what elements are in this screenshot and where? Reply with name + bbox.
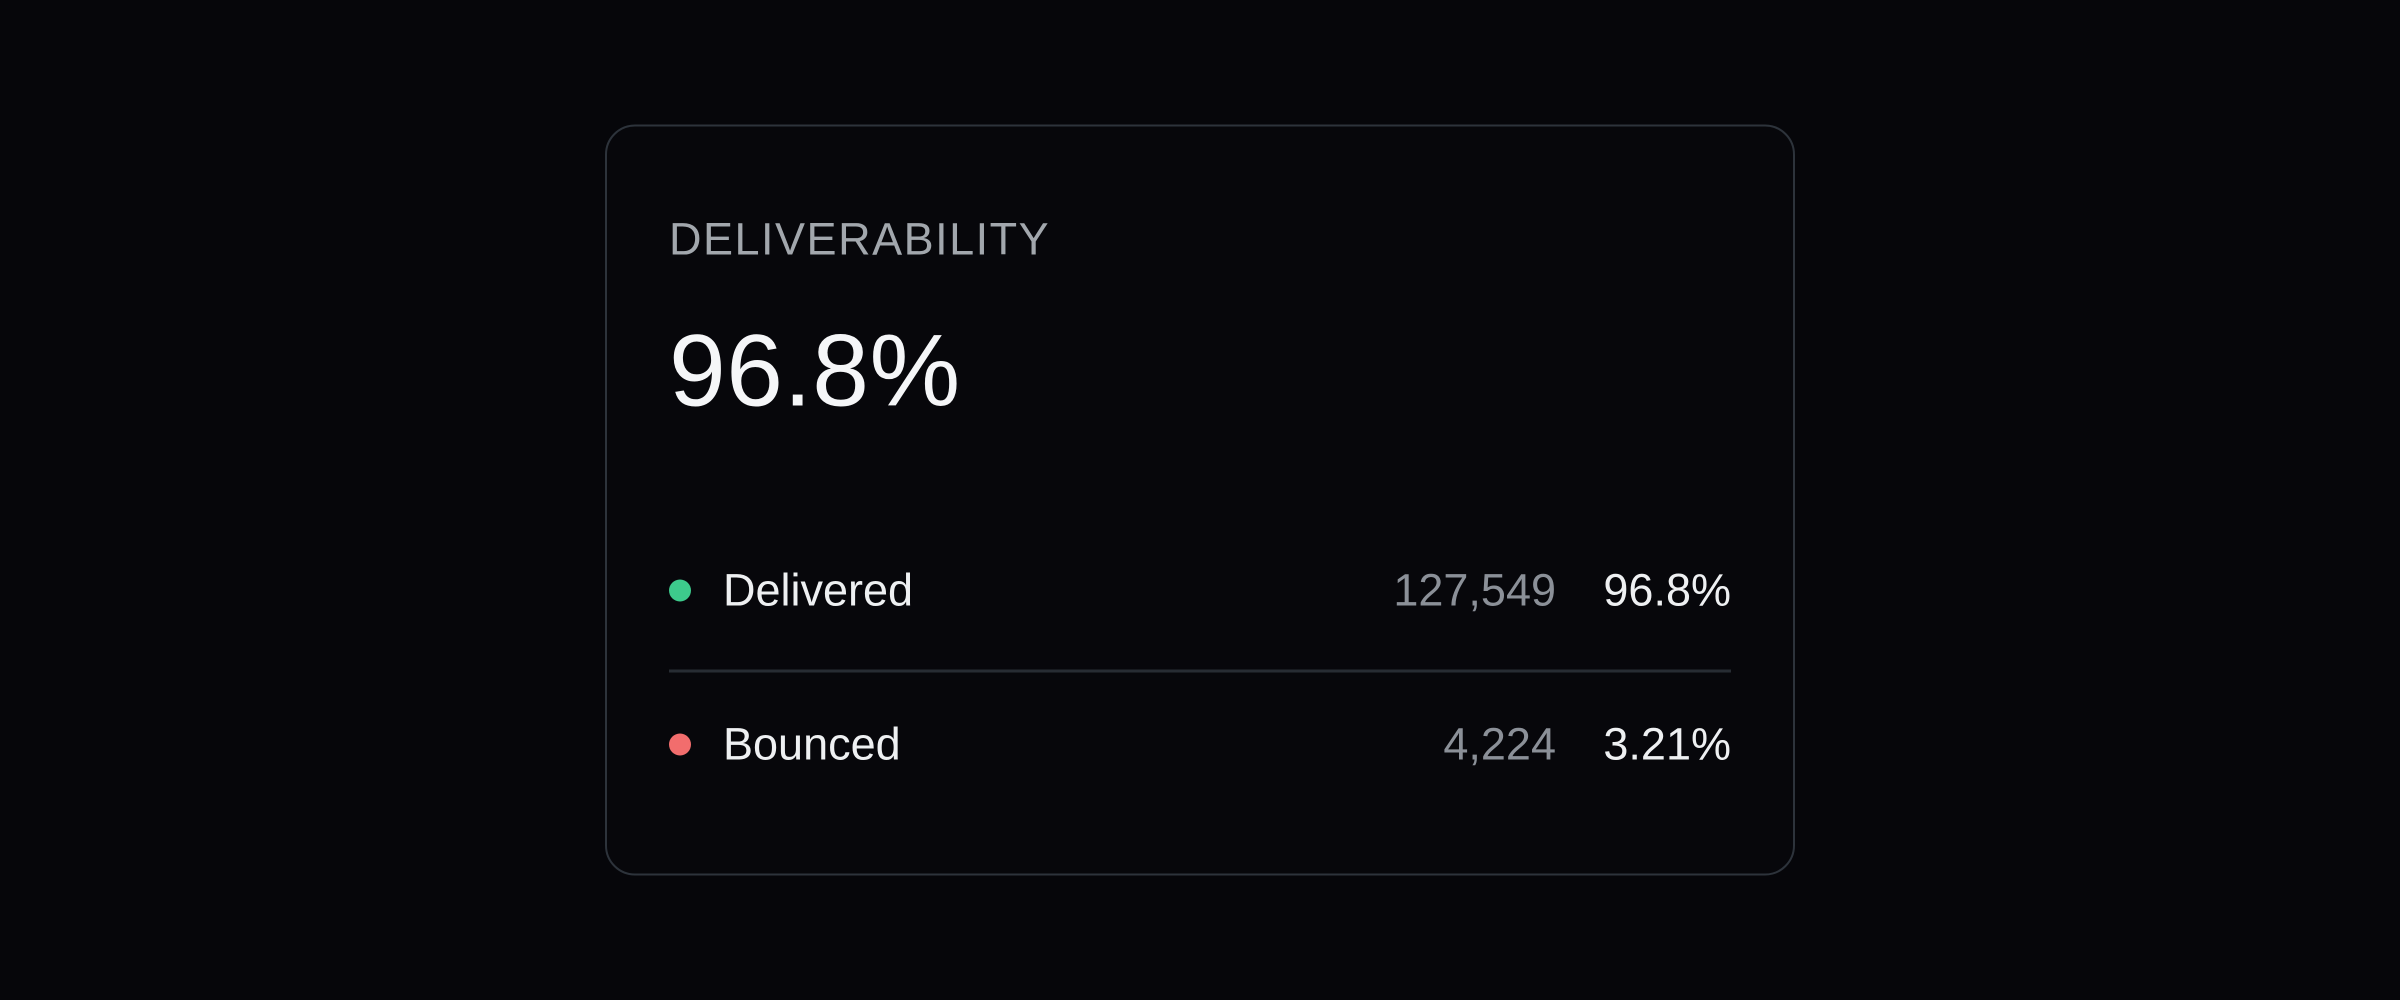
delivered-dot-icon	[669, 579, 691, 602]
row-divider	[669, 669, 1731, 673]
stat-row-bounced: Bounced 4,224 3.21%	[669, 673, 1731, 772]
row-count: 4,224	[1443, 718, 1556, 770]
row-percent: 3.21%	[1603, 718, 1731, 770]
row-count: 127,549	[1393, 564, 1556, 616]
row-percent: 96.8%	[1603, 564, 1731, 616]
stat-row-delivered: Delivered 127,549 96.8%	[669, 564, 1731, 670]
headline-value: 96.8%	[669, 313, 961, 428]
deliverability-card: DELIVERABILITY 96.8% Delivered 127,549 9…	[605, 124, 1795, 876]
card-title: DELIVERABILITY	[669, 213, 1051, 265]
row-label: Delivered	[723, 564, 914, 616]
stat-rows: Delivered 127,549 96.8% Bounced 4,224 3.…	[669, 564, 1731, 772]
bounced-dot-icon	[669, 733, 691, 756]
row-label: Bounced	[723, 718, 901, 770]
